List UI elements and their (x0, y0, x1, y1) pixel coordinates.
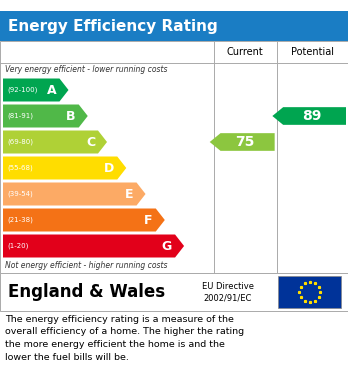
Text: (55-68): (55-68) (7, 165, 33, 171)
Text: The energy efficiency rating is a measure of the
overall efficiency of a home. T: The energy efficiency rating is a measur… (5, 315, 244, 362)
Text: C: C (86, 136, 95, 149)
Bar (0, 41, 348, 273)
Text: Not energy efficient - higher running costs: Not energy efficient - higher running co… (5, 261, 167, 270)
Polygon shape (3, 104, 88, 127)
Text: (1-20): (1-20) (7, 243, 29, 249)
Text: (39-54): (39-54) (7, 191, 33, 197)
Polygon shape (3, 79, 69, 102)
Text: A: A (47, 84, 56, 97)
Text: 75: 75 (236, 135, 255, 149)
Polygon shape (210, 133, 275, 151)
Polygon shape (3, 131, 107, 154)
Text: Current: Current (227, 47, 264, 57)
Text: Potential: Potential (291, 47, 334, 57)
Text: England & Wales: England & Wales (8, 283, 165, 301)
Polygon shape (3, 156, 126, 179)
Bar (278, 276, 341, 308)
Text: 89: 89 (302, 109, 322, 123)
Text: Very energy efficient - lower running costs: Very energy efficient - lower running co… (5, 65, 167, 74)
Text: D: D (104, 161, 114, 174)
Text: B: B (66, 109, 76, 122)
Polygon shape (272, 107, 346, 125)
Text: (81-91): (81-91) (7, 113, 33, 119)
Text: E: E (125, 188, 134, 201)
Text: EU Directive
2002/91/EC: EU Directive 2002/91/EC (202, 282, 254, 302)
Bar (0, 273, 348, 311)
Text: G: G (162, 240, 172, 253)
Polygon shape (3, 183, 145, 206)
Polygon shape (3, 235, 184, 258)
Polygon shape (3, 208, 165, 231)
Text: (21-38): (21-38) (7, 217, 33, 223)
Text: (69-80): (69-80) (7, 139, 33, 145)
Bar (0, 11, 348, 41)
Text: F: F (144, 213, 153, 226)
Text: Energy Efficiency Rating: Energy Efficiency Rating (8, 18, 218, 34)
Text: (92-100): (92-100) (7, 87, 37, 93)
